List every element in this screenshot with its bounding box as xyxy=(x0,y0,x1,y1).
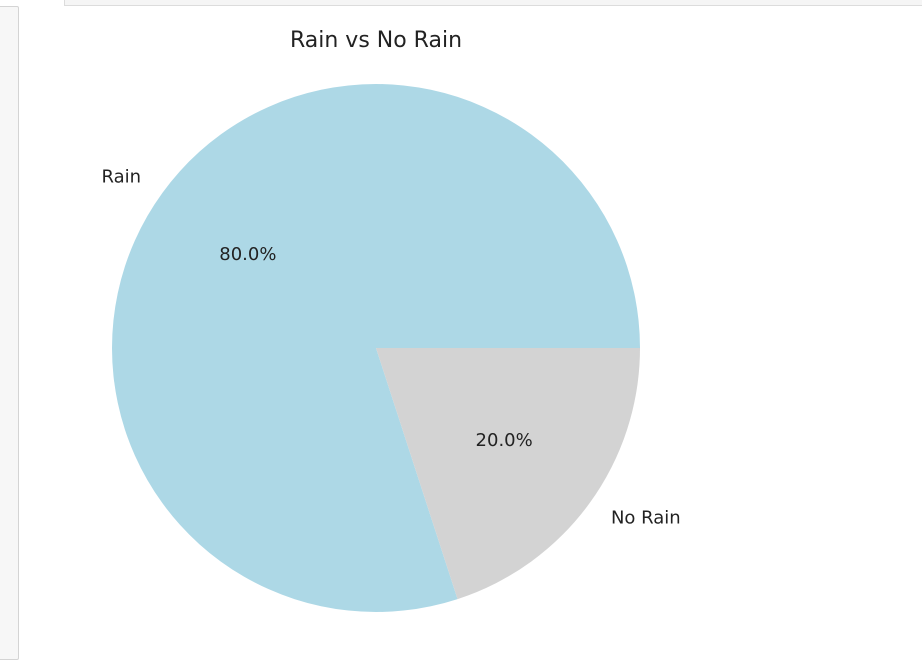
category-label: Rain xyxy=(101,166,141,187)
pie-labels: Rain 80.0% No Rain 20.0% xyxy=(101,166,680,528)
cell-top-edge xyxy=(64,0,922,6)
pie-slices xyxy=(112,84,641,613)
chart-title: Rain vs No Rain xyxy=(290,28,462,53)
percent-label: 20.0% xyxy=(476,430,533,451)
pie-slice-rain xyxy=(112,84,641,613)
cell-gutter[interactable] xyxy=(0,6,19,660)
pie-slice-no-rain xyxy=(376,348,640,600)
category-label: No Rain xyxy=(611,508,681,529)
percent-label: 80.0% xyxy=(219,244,276,265)
